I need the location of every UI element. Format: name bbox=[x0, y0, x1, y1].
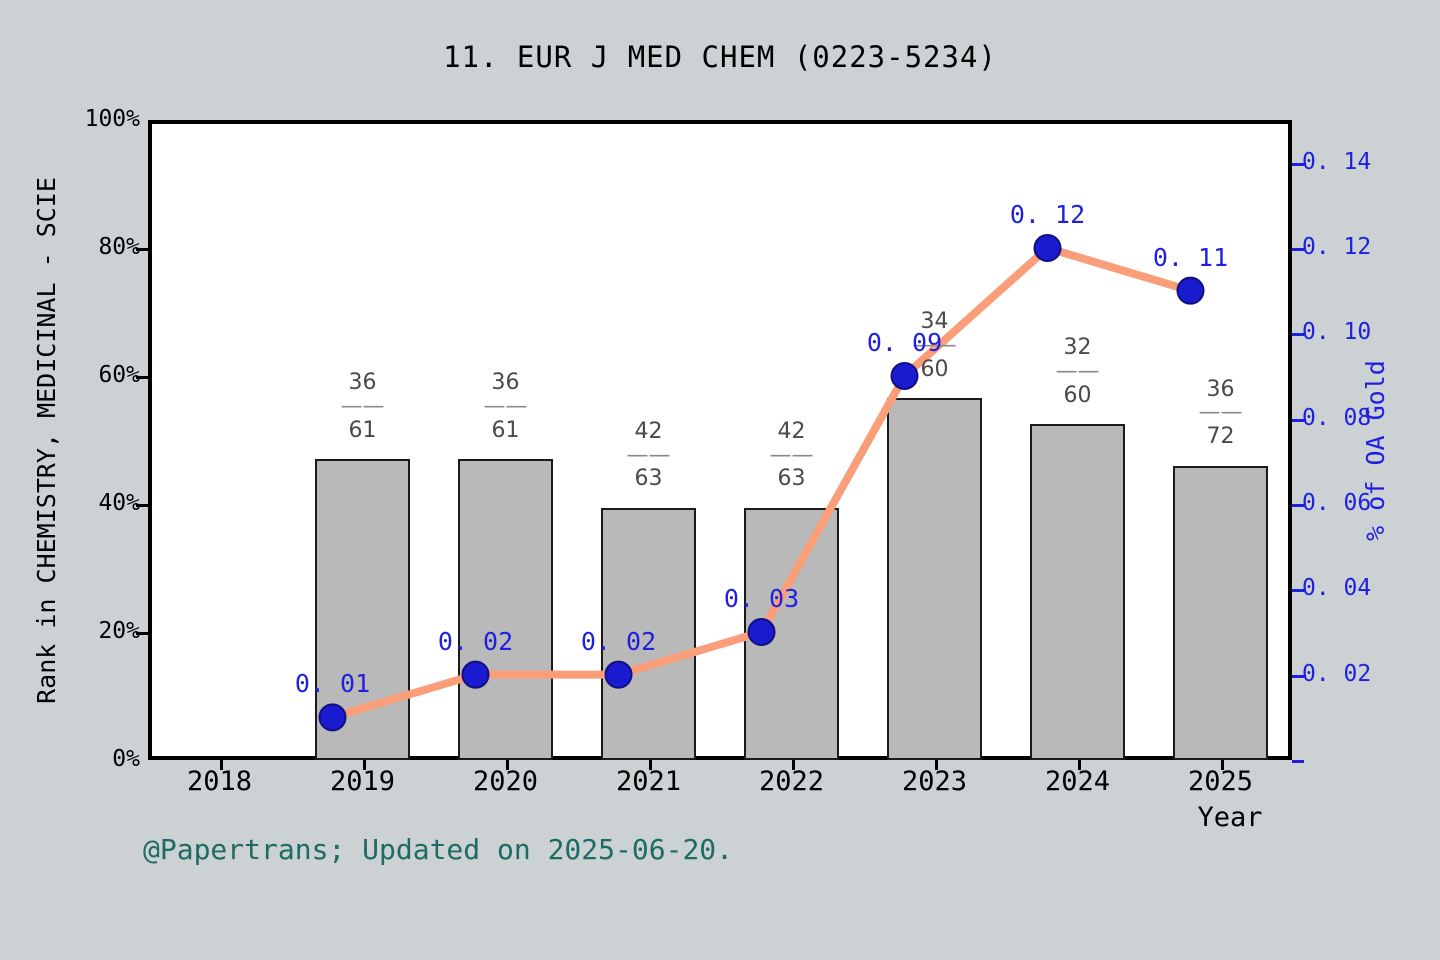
point-label-2025: 0. 11 bbox=[1152, 242, 1229, 272]
x-tickmark bbox=[1220, 760, 1224, 770]
fraction-denominator: 61 bbox=[491, 417, 520, 443]
y-tickmark-left bbox=[136, 504, 148, 507]
fraction-numerator: 32 bbox=[1063, 335, 1092, 360]
fraction-denominator: 60 bbox=[920, 356, 949, 382]
y-tickmark-right bbox=[1292, 760, 1304, 763]
y-tick-right-0.10: 0. 10 bbox=[1302, 319, 1372, 346]
y-tickmark-right bbox=[1292, 504, 1304, 507]
fraction-numerator: 34 bbox=[920, 309, 949, 335]
y-tickmark-right bbox=[1292, 162, 1304, 166]
point-label-2021: 0. 02 bbox=[580, 626, 657, 656]
bar-fraction-2020: 36 —— 61 bbox=[446, 371, 566, 442]
x-tick-2023: 2023 bbox=[901, 766, 968, 797]
y-tick-right-0.04: 0. 04 bbox=[1302, 575, 1372, 602]
x-tick-2021: 2021 bbox=[615, 766, 682, 797]
y-tick-right-0.14: 0. 14 bbox=[1302, 148, 1372, 175]
y-tick-left-0%: 0% bbox=[112, 746, 140, 772]
y-tick-left-100%: 100% bbox=[84, 106, 140, 132]
x-tickmark bbox=[219, 760, 223, 770]
x-tickmark bbox=[362, 760, 366, 770]
bar-2019 bbox=[315, 459, 410, 760]
x-tickmark bbox=[791, 760, 795, 770]
fraction-denominator: 61 bbox=[348, 417, 377, 443]
fraction-divider: —— bbox=[769, 442, 814, 468]
x-tick-2020: 2020 bbox=[472, 766, 539, 797]
y-tick-left-40%: 40% bbox=[98, 490, 140, 516]
fraction-numerator: 36 bbox=[1206, 376, 1235, 402]
x-tick-2024: 2024 bbox=[1044, 766, 1111, 797]
x-tickmark bbox=[934, 760, 938, 770]
fraction-divider: —— bbox=[912, 333, 957, 359]
y-tick-left-20%: 20% bbox=[98, 618, 140, 644]
bar-2023 bbox=[887, 398, 982, 760]
fraction-denominator: 72 bbox=[1206, 424, 1235, 450]
point-label-2020: 0. 02 bbox=[437, 626, 514, 656]
bar-fraction-2019: 36 —— 61 bbox=[303, 371, 423, 442]
fraction-numerator: 42 bbox=[634, 418, 663, 444]
x-tickmark bbox=[1077, 760, 1081, 770]
fraction-divider: —— bbox=[1198, 400, 1243, 426]
bar-2024 bbox=[1030, 424, 1125, 760]
y-axis-label-right: % of OA Gold bbox=[1355, 310, 1395, 590]
y-tickmark-right bbox=[1292, 418, 1304, 422]
fraction-denominator: 63 bbox=[634, 466, 663, 492]
bar-fraction-2024: 32 —— 60 bbox=[1018, 336, 1138, 407]
chart-title: 11. EUR J MED CHEM (0223-5234) bbox=[443, 40, 997, 74]
fraction-divider: —— bbox=[626, 442, 671, 468]
y-tickmark-right bbox=[1292, 674, 1304, 678]
point-label-2019: 0. 01 bbox=[294, 669, 371, 699]
footer-credit: @Papertrans; Updated on 2025-06-20. bbox=[143, 833, 734, 866]
y-tickmark-right bbox=[1292, 333, 1304, 337]
point-label-2023: 0. 09 bbox=[866, 328, 943, 357]
y-tick-right-0.06: 0. 06 bbox=[1302, 490, 1372, 516]
y-tickmark-left bbox=[136, 632, 148, 635]
y-tickmark-left bbox=[136, 248, 148, 251]
y-tick-right-0.12: 0. 12 bbox=[1302, 234, 1372, 260]
bar-fraction-2021: 42 —— 63 bbox=[589, 420, 709, 491]
bar-fraction-2023: 34 —— 60 bbox=[875, 310, 995, 381]
y-tickmark-left bbox=[136, 376, 148, 379]
y-tick-left-60%: 60% bbox=[98, 362, 140, 388]
y-tick-right-0.02: 0. 02 bbox=[1302, 660, 1372, 687]
fraction-divider: —— bbox=[483, 393, 528, 419]
x-tick-2025: 2025 bbox=[1187, 766, 1254, 797]
x-tick-2019: 2019 bbox=[329, 766, 396, 797]
x-tickmark bbox=[505, 760, 509, 770]
fraction-numerator: 42 bbox=[777, 418, 806, 444]
bar-fraction-2022: 42 —— 63 bbox=[732, 420, 852, 491]
fraction-numerator: 36 bbox=[348, 370, 377, 396]
point-label-2022: 0. 03 bbox=[723, 584, 800, 613]
x-tick-2022: 2022 bbox=[758, 766, 825, 797]
fraction-denominator: 60 bbox=[1063, 382, 1092, 408]
y-tick-left-80%: 80% bbox=[98, 234, 140, 260]
x-tick-2018: 2018 bbox=[186, 766, 253, 797]
bar-2022 bbox=[744, 507, 839, 760]
fraction-numerator: 36 bbox=[491, 370, 520, 396]
point-label-2024: 0. 12 bbox=[1009, 200, 1086, 229]
bar-2020 bbox=[458, 459, 553, 760]
fraction-divider: —— bbox=[1055, 358, 1100, 384]
y-tickmark-right bbox=[1292, 248, 1304, 251]
y-tickmark-right bbox=[1292, 589, 1304, 593]
y-axis-label-left: Rank in CHEMISTRY, MEDICINAL - SCIE bbox=[26, 120, 66, 760]
fraction-denominator: 63 bbox=[777, 466, 806, 492]
bar-2025 bbox=[1173, 465, 1268, 760]
x-axis-label: Year bbox=[1197, 802, 1263, 833]
x-tickmark bbox=[648, 760, 652, 770]
y-tick-right-0.08: 0. 08 bbox=[1302, 404, 1372, 431]
bar-fraction-2025: 36 —— 72 bbox=[1161, 376, 1281, 450]
fraction-divider: —— bbox=[340, 393, 385, 419]
